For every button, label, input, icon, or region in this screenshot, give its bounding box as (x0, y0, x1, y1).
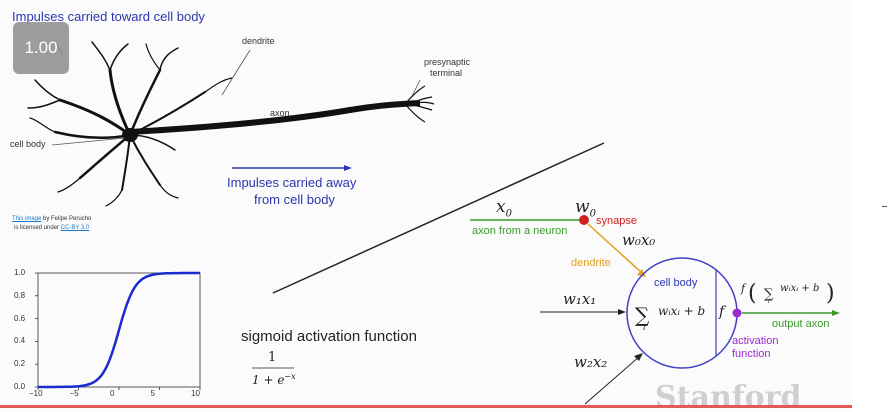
sum-index: i (643, 323, 646, 332)
f-sum-sigma: ∑ (764, 287, 774, 302)
sigmoid-title: sigmoid activation function (241, 328, 417, 345)
dendrite-leader (221, 49, 251, 96)
activation-dot (732, 308, 742, 318)
w1x1-arrowhead (618, 309, 626, 315)
x-tick-label: 5 (150, 389, 155, 398)
y-tick-label: 1.0 (14, 268, 26, 277)
synapse-dot (579, 215, 589, 225)
w0x0-label: w₀x₀ (622, 231, 656, 249)
soma-shape (122, 128, 138, 142)
f-output-f: f (741, 282, 746, 295)
presynaptic-label: presynaptic (424, 57, 471, 67)
playback-speed-badge[interactable]: 1.00 (13, 22, 69, 74)
y-tick-label: 0.6 (14, 313, 26, 323)
credit-text-1: by Felipe Perucho (41, 216, 92, 222)
y-tick-label: 0.8 (14, 290, 26, 300)
cell-body-label: cell body (10, 139, 46, 149)
license-link[interactable]: CC-BY 3.0 (60, 225, 90, 231)
w0-label: w0 (575, 197, 596, 219)
cellbody-leader (51, 137, 126, 146)
dendrite-label: dendrite (242, 36, 275, 46)
sum-expression: wᵢxᵢ + b (658, 304, 706, 318)
w1x1-label: w₁x₁ (563, 290, 597, 308)
terminal-label: terminal (430, 68, 463, 78)
sum-sigma: ∑ (635, 303, 650, 327)
w2x2-arrow (584, 355, 641, 405)
synapse-label: synapse (596, 215, 637, 227)
away-arrowhead (344, 165, 352, 171)
axon-from-neuron-label: axon from a neuron (472, 225, 568, 237)
f-output-index: i (768, 298, 770, 305)
sigmoid-curve (38, 271, 200, 389)
credit-link[interactable]: This image (12, 216, 42, 222)
x-tick-label: −5 (69, 389, 79, 398)
cell-body-model-label: cell body (654, 277, 698, 289)
x0-base: x (496, 197, 506, 217)
y-tick-label: 0.2 (14, 359, 26, 369)
w0-base: w (575, 197, 590, 217)
video-progress-fill (0, 405, 852, 408)
x-tick-label: −10 (29, 389, 43, 398)
divider-line (272, 142, 605, 294)
x-tick-label: 0 (110, 389, 115, 398)
sigmoid-numerator: 1 (268, 350, 277, 365)
axon-terminals (404, 85, 435, 123)
f-paren-right: ) (826, 281, 835, 306)
x-tick-label: 10 (191, 389, 200, 398)
w2x2-arrowhead (634, 353, 643, 361)
dendrite-arrowhead (637, 269, 646, 277)
impulses-away-label-1: Impulses carried away (227, 175, 357, 190)
axon-shape (129, 100, 421, 135)
function-label: function (732, 348, 771, 360)
dendrite-line (587, 223, 643, 274)
w2x2-label: w₂x₂ (574, 353, 608, 371)
impulses-away-label-2: from cell body (254, 192, 335, 207)
f-paren-left: ( (748, 281, 757, 306)
f-inside-label: f (719, 304, 725, 320)
video-progress-bar[interactable] (0, 405, 852, 408)
activation-label: activation (732, 335, 779, 347)
presynaptic-leader (411, 79, 421, 97)
sigmoid-denominator-base: 1 + e (252, 373, 285, 387)
x0-label: x0 (496, 197, 512, 219)
impulses-toward-label: Impulses carried toward cell body (12, 9, 205, 24)
output-arrowhead (832, 310, 840, 316)
sigmoid-chart (35, 271, 201, 390)
output-axon-label: output axon (772, 318, 830, 330)
image-credit: This image by Felipe Perucho is licensed… (12, 215, 91, 233)
w0-sub: 0 (589, 208, 596, 220)
axon-label: axon (270, 108, 290, 118)
lecture-slide: ∑ ∑ ( ) 0.0 0.2 0.4 0.6 0.8 1.0 −10 −5 0 5 10 Impu… (0, 9, 852, 412)
f-output-expression: wᵢxᵢ + b (780, 283, 820, 294)
y-tick-label: 0.0 (14, 382, 26, 391)
dendrite-model-label: dendrite (571, 257, 611, 269)
margin-tick (882, 206, 887, 207)
y-tick-label: 0.4 (14, 336, 26, 346)
neuron-drawing: ∑ ∑ ( ) (27, 41, 840, 405)
sigmoid-exponent: −x (284, 372, 296, 381)
sigmoid-denominator: 1 + e−x (252, 372, 296, 387)
x0-sub: 0 (505, 208, 512, 220)
credit-text-2: is licensed under (14, 225, 61, 231)
